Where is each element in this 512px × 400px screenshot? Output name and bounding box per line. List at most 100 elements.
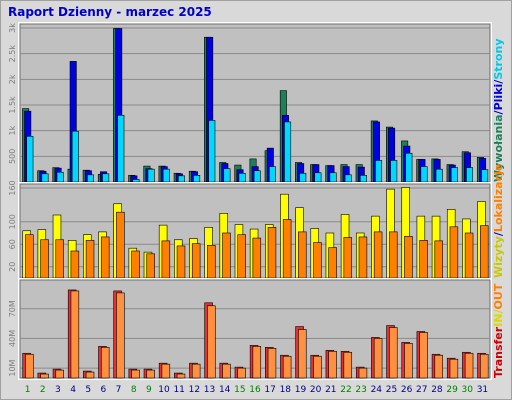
legend-entry: IN — [492, 313, 505, 326]
bar-lokalizacje-day-29 — [449, 226, 459, 279]
x-tick-label: 29 — [446, 385, 458, 395]
bar-lokalizacje-day-28 — [434, 240, 443, 279]
bar-transfer-in-day-12 — [191, 363, 201, 379]
bar-strony-day-24 — [375, 160, 383, 183]
y-tick-label: 2.5k — [8, 45, 17, 63]
x-tick-label: 21 — [325, 385, 336, 395]
x-tick-label: 10 — [158, 385, 170, 395]
bar-strony-day-18 — [284, 121, 292, 183]
bar-lokalizacje-day-19 — [298, 231, 307, 279]
bar-lokalizacje-day-9 — [146, 253, 155, 279]
bar-strony-day-30 — [466, 167, 474, 183]
bar-transfer-in-day-24 — [373, 338, 383, 379]
bar-lokalizacje-day-23 — [358, 236, 368, 279]
bar-transfer-in-day-8 — [131, 369, 140, 379]
bar-strony-day-1 — [26, 136, 34, 183]
bar-transfer-in-day-18 — [282, 355, 292, 379]
bar-strony-day-11 — [177, 175, 185, 183]
legend-entry: / — [492, 231, 505, 236]
x-tick-label: 5 — [85, 385, 91, 395]
bar-transfer-in-day-30 — [464, 352, 474, 379]
bar-lokalizacje-day-13 — [207, 245, 216, 279]
legend-entry: Wizyty — [492, 236, 505, 278]
y-tick-label: 10M — [8, 359, 17, 376]
panel-background — [19, 23, 491, 183]
bar-strony-day-13 — [208, 120, 216, 183]
bar-lokalizacje-day-31 — [479, 225, 489, 279]
bar-lokalizacje-day-17 — [267, 227, 277, 279]
bar-strony-day-28 — [435, 168, 443, 183]
bar-strony-day-17 — [268, 166, 276, 183]
bar-transfer-in-day-27 — [419, 332, 428, 379]
bar-lokalizacje-day-4 — [70, 250, 80, 279]
bar-transfer-in-day-29 — [449, 358, 459, 379]
bar-lokalizacje-day-14 — [222, 232, 231, 279]
panel-legend: Wywołania/Pliki/Strony — [492, 39, 505, 183]
y-tick-label: 2k — [8, 74, 17, 84]
bar-lokalizacje-day-30 — [464, 232, 474, 279]
bar-strony-day-5 — [87, 174, 94, 183]
x-tick-label: 22 — [340, 385, 351, 395]
bar-strony-day-19 — [299, 172, 307, 183]
bar-strony-day-20 — [314, 172, 322, 183]
bar-transfer-in-day-19 — [298, 329, 307, 379]
x-tick-label: 17 — [264, 385, 275, 395]
bar-transfer-in-day-22 — [343, 351, 353, 379]
y-tick-label: 60 — [8, 239, 17, 249]
x-tick-label: 13 — [204, 385, 215, 395]
bar-lokalizacje-day-2 — [40, 239, 49, 279]
bar-strony-day-15 — [238, 172, 246, 183]
x-tick-label: 25 — [386, 385, 397, 395]
bar-lokalizacje-day-12 — [191, 243, 201, 279]
bar-transfer-in-day-14 — [222, 363, 231, 379]
bar-lokalizacje-day-3 — [55, 239, 64, 279]
x-tick-label: 15 — [234, 385, 245, 395]
panel-middle: 20 60 100 160 Wizyty/Lokalizacje — [8, 164, 505, 280]
bar-transfer-in-day-25 — [389, 327, 398, 379]
y-tick-label: 1k — [8, 125, 17, 135]
bar-transfer-in-day-13 — [207, 305, 216, 379]
bar-strony-day-10 — [162, 168, 170, 183]
bar-strony-day-4 — [71, 130, 79, 183]
bar-transfer-in-day-16 — [252, 346, 262, 379]
bar-lokalizacje-day-5 — [85, 240, 95, 279]
bar-transfer-in-day-2 — [40, 373, 49, 379]
bar-strony-day-2 — [41, 173, 49, 183]
bar-strony-day-27 — [420, 166, 428, 183]
bar-transfer-in-day-4 — [70, 290, 80, 379]
x-tick-label: 30 — [462, 385, 474, 395]
x-tick-label: 31 — [477, 385, 488, 395]
x-tick-label: 19 — [295, 385, 307, 395]
bar-transfer-in-day-5 — [85, 371, 95, 379]
bar-transfer-in-day-7 — [116, 292, 125, 379]
bar-lokalizacje-day-7 — [116, 211, 125, 279]
x-tick-label: 26 — [401, 385, 413, 395]
bar-transfer-in-day-15 — [237, 367, 246, 379]
bar-lokalizacje-day-27 — [419, 240, 428, 279]
bar-transfer-in-day-11 — [176, 373, 186, 379]
bar-transfer-in-day-23 — [358, 367, 368, 379]
legend-entry: Strony — [492, 39, 505, 80]
x-tick-label: 7 — [116, 385, 122, 395]
legend-entry: Wywołania — [492, 114, 505, 182]
x-tick-label: 8 — [131, 385, 137, 395]
x-tick-label: 23 — [355, 385, 366, 395]
y-tick-label: 70M — [8, 300, 17, 317]
bar-lokalizacje-day-20 — [313, 242, 322, 279]
x-tick-label: 6 — [101, 385, 107, 395]
bar-lokalizacje-day-11 — [176, 245, 186, 279]
bar-strony-day-25 — [390, 160, 398, 183]
bar-transfer-in-day-31 — [479, 353, 489, 379]
legend-entry: Pliki — [492, 84, 505, 111]
bar-strony-day-8 — [132, 179, 140, 183]
bar-lokalizacje-day-1 — [25, 234, 34, 279]
x-tick-label: 12 — [189, 385, 200, 395]
bar-lokalizacje-day-15 — [237, 234, 246, 279]
x-tick-label: 28 — [431, 385, 443, 395]
y-tick-label: 40M — [8, 330, 17, 347]
bar-transfer-in-day-20 — [313, 355, 322, 379]
x-tick-label: 27 — [416, 385, 427, 395]
y-tick-label: 20 — [8, 262, 17, 272]
bar-strony-day-12 — [193, 175, 201, 183]
x-tick-label: 3 — [55, 385, 61, 395]
